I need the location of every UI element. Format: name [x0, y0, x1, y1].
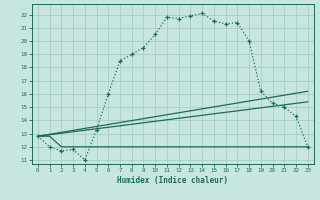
X-axis label: Humidex (Indice chaleur): Humidex (Indice chaleur): [117, 176, 228, 185]
